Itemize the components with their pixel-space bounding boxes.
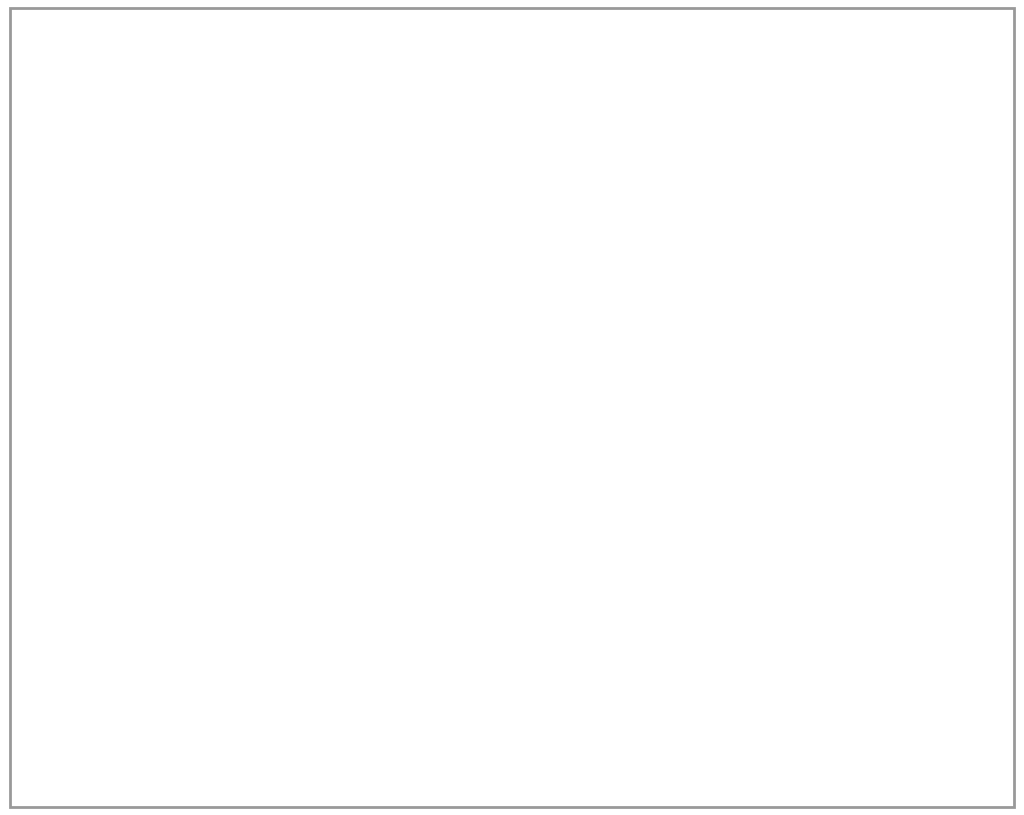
Text: $-5$: $-5$ [266, 359, 283, 370]
Text: $-6$: $-6$ [514, 525, 531, 536]
Text: $3$: $3$ [643, 359, 651, 370]
Text: Use the direction field to determine the behavior of the solution to the: Use the direction field to determine the… [31, 554, 730, 572]
Text: $-1$: $-1$ [453, 359, 469, 370]
Text: $-4$: $-4$ [312, 359, 330, 370]
Text: $\it{NOTE: Every\ finite\ answer\ is\ an\ integer\ value.}$: $\it{NOTE: Every\ finite\ answer\ is\ an… [31, 649, 416, 670]
Text: $-1$: $-1$ [514, 370, 530, 382]
Text: $1$: $1$ [514, 309, 522, 320]
Text: $4$: $4$ [514, 216, 522, 228]
Text: $-5$: $-5$ [514, 494, 530, 506]
Text: $4$: $4$ [689, 359, 697, 370]
Text: $-2$: $-2$ [514, 401, 530, 413]
Text: $-2$: $-2$ [407, 359, 422, 370]
Text: $2$: $2$ [514, 278, 522, 289]
Text: $-3$: $-3$ [514, 432, 530, 444]
Text: $y$: $y$ [511, 126, 524, 144]
Text: $5$: $5$ [736, 359, 744, 370]
Text: $\infty$: $\infty$ [228, 729, 247, 752]
Text: $-6$: $-6$ [220, 359, 237, 370]
Text: $-4$: $-4$ [514, 463, 531, 475]
Text: $5$: $5$ [514, 185, 522, 197]
Text: $2$: $2$ [597, 359, 604, 370]
Text: $y(t) \to$: $y(t) \to$ [70, 729, 129, 752]
Text: $-3$: $-3$ [359, 359, 376, 370]
Text: initial value problem $y' = -8 - 2\,y$, $y(t_0) = y_0$ as $t \to \infty$.: initial value problem $y' = -8 - 2\,y$, … [31, 609, 558, 633]
Text: The graph below shows the direction field for $y' = -8 - 2\,y$, and the: The graph below shows the direction fiel… [31, 42, 705, 65]
Text: ✖: ✖ [344, 724, 372, 757]
Text: $6$: $6$ [782, 359, 791, 370]
Text: $3$: $3$ [514, 247, 522, 259]
Text: $6$: $6$ [514, 154, 522, 166]
Bar [156, 708, 319, 782]
Text: $1$: $1$ [550, 359, 558, 370]
Text: initial point $(t_0,\, y_0)$ is shown in red.: initial point $(t_0,\, y_0)$ is shown in… [31, 110, 380, 133]
Text: $t$: $t$ [814, 328, 823, 346]
